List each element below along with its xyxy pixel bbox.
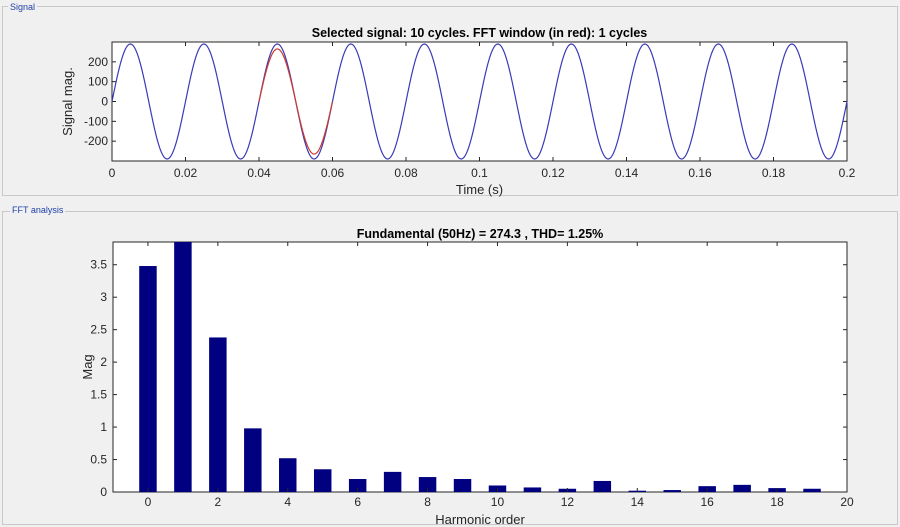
fft-y-tick-label: 0 bbox=[100, 485, 107, 499]
signal-x-axis-label: Time (s) bbox=[456, 182, 503, 197]
harmonic-bar-9 bbox=[453, 479, 472, 492]
harmonic-bar-8 bbox=[418, 477, 437, 492]
fft-window-line bbox=[258, 48, 334, 155]
harmonic-bar-2 bbox=[209, 337, 227, 492]
harmonic-bar-4 bbox=[279, 458, 297, 492]
fft-y-tick-label: 3.5 bbox=[90, 258, 107, 272]
signal-x-tick-label: 0.06 bbox=[321, 166, 345, 180]
fft-x-tick-label: 4 bbox=[284, 495, 291, 509]
fft-y-tick-label: 2 bbox=[100, 355, 107, 369]
harmonic-bar-1 bbox=[174, 242, 192, 492]
signal-x-tick-label: 0.02 bbox=[174, 166, 198, 180]
signal-x-tick-label: 0.16 bbox=[688, 166, 712, 180]
harmonic-bar-15 bbox=[663, 490, 681, 492]
fft-x-tick-label: 16 bbox=[701, 495, 715, 509]
harmonic-bar-17 bbox=[733, 484, 751, 492]
signal-x-tick-label: 0.12 bbox=[541, 166, 565, 180]
harmonic-bar-6 bbox=[348, 479, 367, 492]
fft-y-tick-label: 1.5 bbox=[90, 388, 107, 402]
harmonic-bar-13 bbox=[593, 480, 612, 492]
harmonic-bar-0 bbox=[139, 266, 157, 492]
signal-x-tick-label: 0 bbox=[109, 166, 116, 180]
signal-line bbox=[111, 43, 848, 160]
fft-plot-area bbox=[112, 241, 848, 493]
fft-x-tick-label: 20 bbox=[840, 495, 854, 509]
harmonic-bar-3 bbox=[244, 428, 262, 492]
signal-y-tick-label: 200 bbox=[88, 55, 108, 69]
fft-x-tick-label: 12 bbox=[561, 495, 575, 509]
fft-x-tick-label: 6 bbox=[354, 495, 361, 509]
signal-y-tick-label: 100 bbox=[88, 75, 108, 89]
fft-y-axis-label: Mag bbox=[80, 354, 95, 379]
signal-x-tick-label: 0.08 bbox=[394, 166, 418, 180]
fft-y-tick-label: 2.5 bbox=[90, 323, 107, 337]
fft-x-tick-label: 18 bbox=[770, 495, 784, 509]
fft-y-tick-label: 3 bbox=[100, 290, 107, 304]
signal-y-tick-label: -100 bbox=[84, 114, 108, 128]
signal-x-tick-label: 0.1 bbox=[471, 166, 488, 180]
harmonic-bar-11 bbox=[523, 487, 542, 492]
fft-x-tick-label: 10 bbox=[491, 495, 505, 509]
harmonic-bar-5 bbox=[313, 469, 332, 492]
fft-chart-title: Fundamental (50Hz) = 274.3 , THD= 1.25% bbox=[357, 227, 604, 241]
fft-x-tick-label: 0 bbox=[145, 495, 152, 509]
signal-y-tick-label: 0 bbox=[101, 95, 108, 109]
harmonic-bar-7 bbox=[383, 471, 402, 492]
harmonic-bar-19 bbox=[803, 488, 821, 492]
fft-y-tick-label: 1 bbox=[100, 420, 107, 434]
signal-x-tick-label: 0.2 bbox=[839, 166, 856, 180]
fft-x-axis-label: Harmonic order bbox=[435, 512, 525, 527]
fft-analysis-panel bbox=[2, 211, 898, 525]
signal-x-tick-label: 0.18 bbox=[762, 166, 786, 180]
fft-x-tick-label: 14 bbox=[631, 495, 645, 509]
signal-y-tick-label: -200 bbox=[84, 134, 108, 148]
fft-panel-label: FFT analysis bbox=[10, 205, 66, 215]
fft-chart: 0 2 4 6 8 10 12 14 16 18 20 0 0.5 1 1.5 2 2.5 3 3.5 Fundam… bbox=[80, 227, 854, 527]
signal-chart-title: Selected signal: 10 cycles. FFT window (… bbox=[312, 26, 648, 40]
fft-x-tick-label: 8 bbox=[424, 495, 431, 509]
fft-y-tick-label: 0.5 bbox=[90, 453, 107, 467]
signal-y-axis-label: Signal mag. bbox=[60, 67, 75, 136]
signal-panel-label: Signal bbox=[8, 2, 38, 12]
signal-chart: 0 0.02 0.04 0.06 0.08 0.1 0.12 0.14 0.16 0.18 0.2 -… bbox=[60, 26, 856, 197]
signal-panel bbox=[2, 6, 898, 196]
fft-x-tick-label: 2 bbox=[215, 495, 222, 509]
signal-x-tick-label: 0.04 bbox=[247, 166, 271, 180]
signal-x-tick-label: 0.14 bbox=[615, 166, 639, 180]
